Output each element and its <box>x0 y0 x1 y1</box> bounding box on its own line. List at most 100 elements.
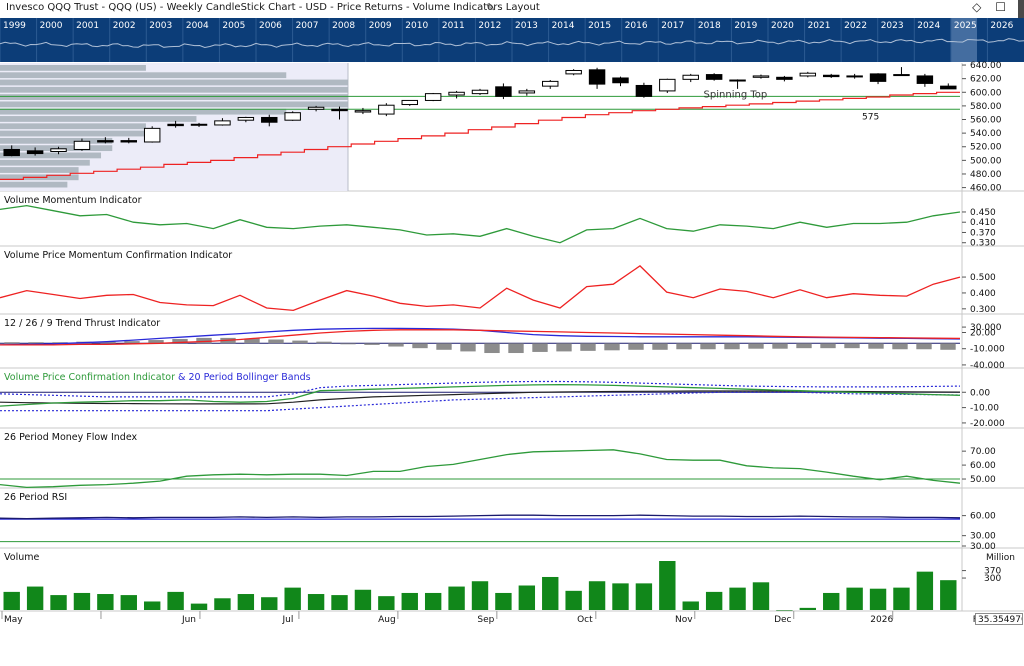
volume-momentum-y-tick-label: 0.370 <box>970 228 996 238</box>
candle-body <box>378 104 395 115</box>
vpci-y-tick-label: -20.000 <box>970 419 1005 429</box>
trend-thrust-histogram-bar <box>28 342 44 344</box>
navigator-year-label: 2014 <box>552 21 575 31</box>
navigator-year-label: 2007 <box>296 21 319 31</box>
rsi-y-tick-label: 30.00 <box>970 542 996 552</box>
trend-thrust-y-tick-label: -10.000 <box>970 345 1005 355</box>
trend-thrust-histogram-bar <box>388 343 404 347</box>
candle <box>448 90 465 99</box>
candle-body <box>682 74 699 80</box>
volume-bar <box>565 590 582 610</box>
candle-body <box>143 127 161 143</box>
candle <box>869 73 887 85</box>
trend-thrust-histogram-bar <box>196 337 212 344</box>
volume-profile-bar <box>0 145 113 152</box>
candle <box>354 107 372 115</box>
volume-bar <box>354 589 372 610</box>
candle <box>167 120 184 128</box>
money-flow-title: 26 Period Money Flow Index <box>4 432 138 443</box>
volume-profile-bar <box>0 101 348 108</box>
candle <box>378 103 395 117</box>
candle <box>799 71 817 78</box>
bollinger-upper-band <box>0 380 961 398</box>
vpmc-y-tick-label: 0.400 <box>970 289 996 299</box>
volume-profile-bar <box>0 130 146 137</box>
navigator-year-label: 2006 <box>259 21 282 31</box>
trend-thrust-histogram-bar <box>916 343 932 350</box>
pencil-icon[interactable]: ✎ <box>486 1 496 14</box>
navigator-year-label: 2022 <box>844 21 867 31</box>
volume-bar <box>471 581 489 610</box>
trend-thrust-histogram-bar <box>4 342 20 344</box>
volume-bar <box>73 592 91 610</box>
trend-thrust-histogram-bar <box>100 341 116 344</box>
candle <box>542 80 559 89</box>
candle <box>471 88 489 95</box>
trend-thrust-histogram-bar <box>484 343 500 354</box>
trend-thrust-histogram-bar <box>292 340 308 344</box>
volume-profile-bar <box>0 137 113 144</box>
candle <box>3 145 20 157</box>
x-axis-month-label: Jul <box>282 615 294 625</box>
candle-body <box>729 79 746 82</box>
volume-bar <box>307 594 325 610</box>
volume-profile-bar <box>0 123 146 130</box>
trend-thrust-histogram-bar <box>364 343 380 345</box>
volume-bar <box>50 595 67 610</box>
window-edge <box>1018 0 1024 18</box>
trend-thrust-histogram-bar <box>820 343 836 349</box>
x-axis-month-label: 2026 <box>870 615 893 625</box>
vpci-title-part: Volume Price Confirmation Indicator <box>4 372 175 383</box>
volume-bar <box>916 571 934 610</box>
volume-bar <box>214 598 231 610</box>
trend-thrust-y-tick-label: -40.000 <box>970 361 1005 371</box>
volume-profile-bar <box>0 79 348 86</box>
candle-body <box>50 148 67 153</box>
checkbox-icon[interactable]: ☐ <box>995 0 1006 14</box>
candle-body <box>214 120 231 126</box>
volume-bar <box>167 591 184 610</box>
x-axis-month-label: Sep <box>477 615 494 625</box>
vpmc-line <box>0 265 961 312</box>
volume-profile-bar <box>0 94 348 100</box>
candle-body <box>307 106 325 110</box>
volume-bar <box>495 592 512 610</box>
volume-bar <box>869 588 887 610</box>
trend-thrust-histogram-bar <box>724 343 740 350</box>
vpci-y-tick-label: 0.00 <box>970 388 990 398</box>
volume-bar <box>752 582 770 610</box>
candle <box>588 67 606 89</box>
candle-body <box>120 140 138 143</box>
tool-icons: ◇ ☐ <box>962 0 1006 14</box>
candle-body <box>822 74 840 78</box>
candle-body <box>331 108 348 112</box>
candle <box>565 69 582 76</box>
navigator-year-label: 2004 <box>186 21 209 31</box>
volume-bar <box>823 592 840 610</box>
diamond-icon[interactable]: ◇ <box>972 0 982 14</box>
candle <box>635 82 653 98</box>
candle-body <box>167 123 184 127</box>
trend-thrust-histogram-bar <box>772 343 788 349</box>
rsi-line <box>0 514 961 520</box>
trend-thrust-histogram-bar <box>268 339 284 344</box>
candle <box>846 73 863 79</box>
volume-profile-bar <box>0 181 68 188</box>
trend-thrust-histogram-bar <box>532 343 548 352</box>
volume-title: Volume <box>4 552 39 563</box>
mfi-y-tick-label: 60.00 <box>970 461 996 471</box>
navigator-year-label: 2011 <box>442 21 465 31</box>
trend-thrust-histogram-bar <box>940 343 956 350</box>
candle-body <box>518 90 536 94</box>
volume-momentum-title: Volume Momentum Indicator <box>4 195 142 206</box>
candle <box>26 147 44 156</box>
candle <box>331 106 348 120</box>
volume-bar <box>3 591 20 610</box>
candle-body <box>565 69 582 75</box>
candle-body <box>471 89 489 95</box>
vpci-y-tick-label: -10.00 <box>970 404 999 414</box>
volume-bar <box>893 587 910 610</box>
candle-body <box>542 80 559 87</box>
candle <box>752 74 770 79</box>
